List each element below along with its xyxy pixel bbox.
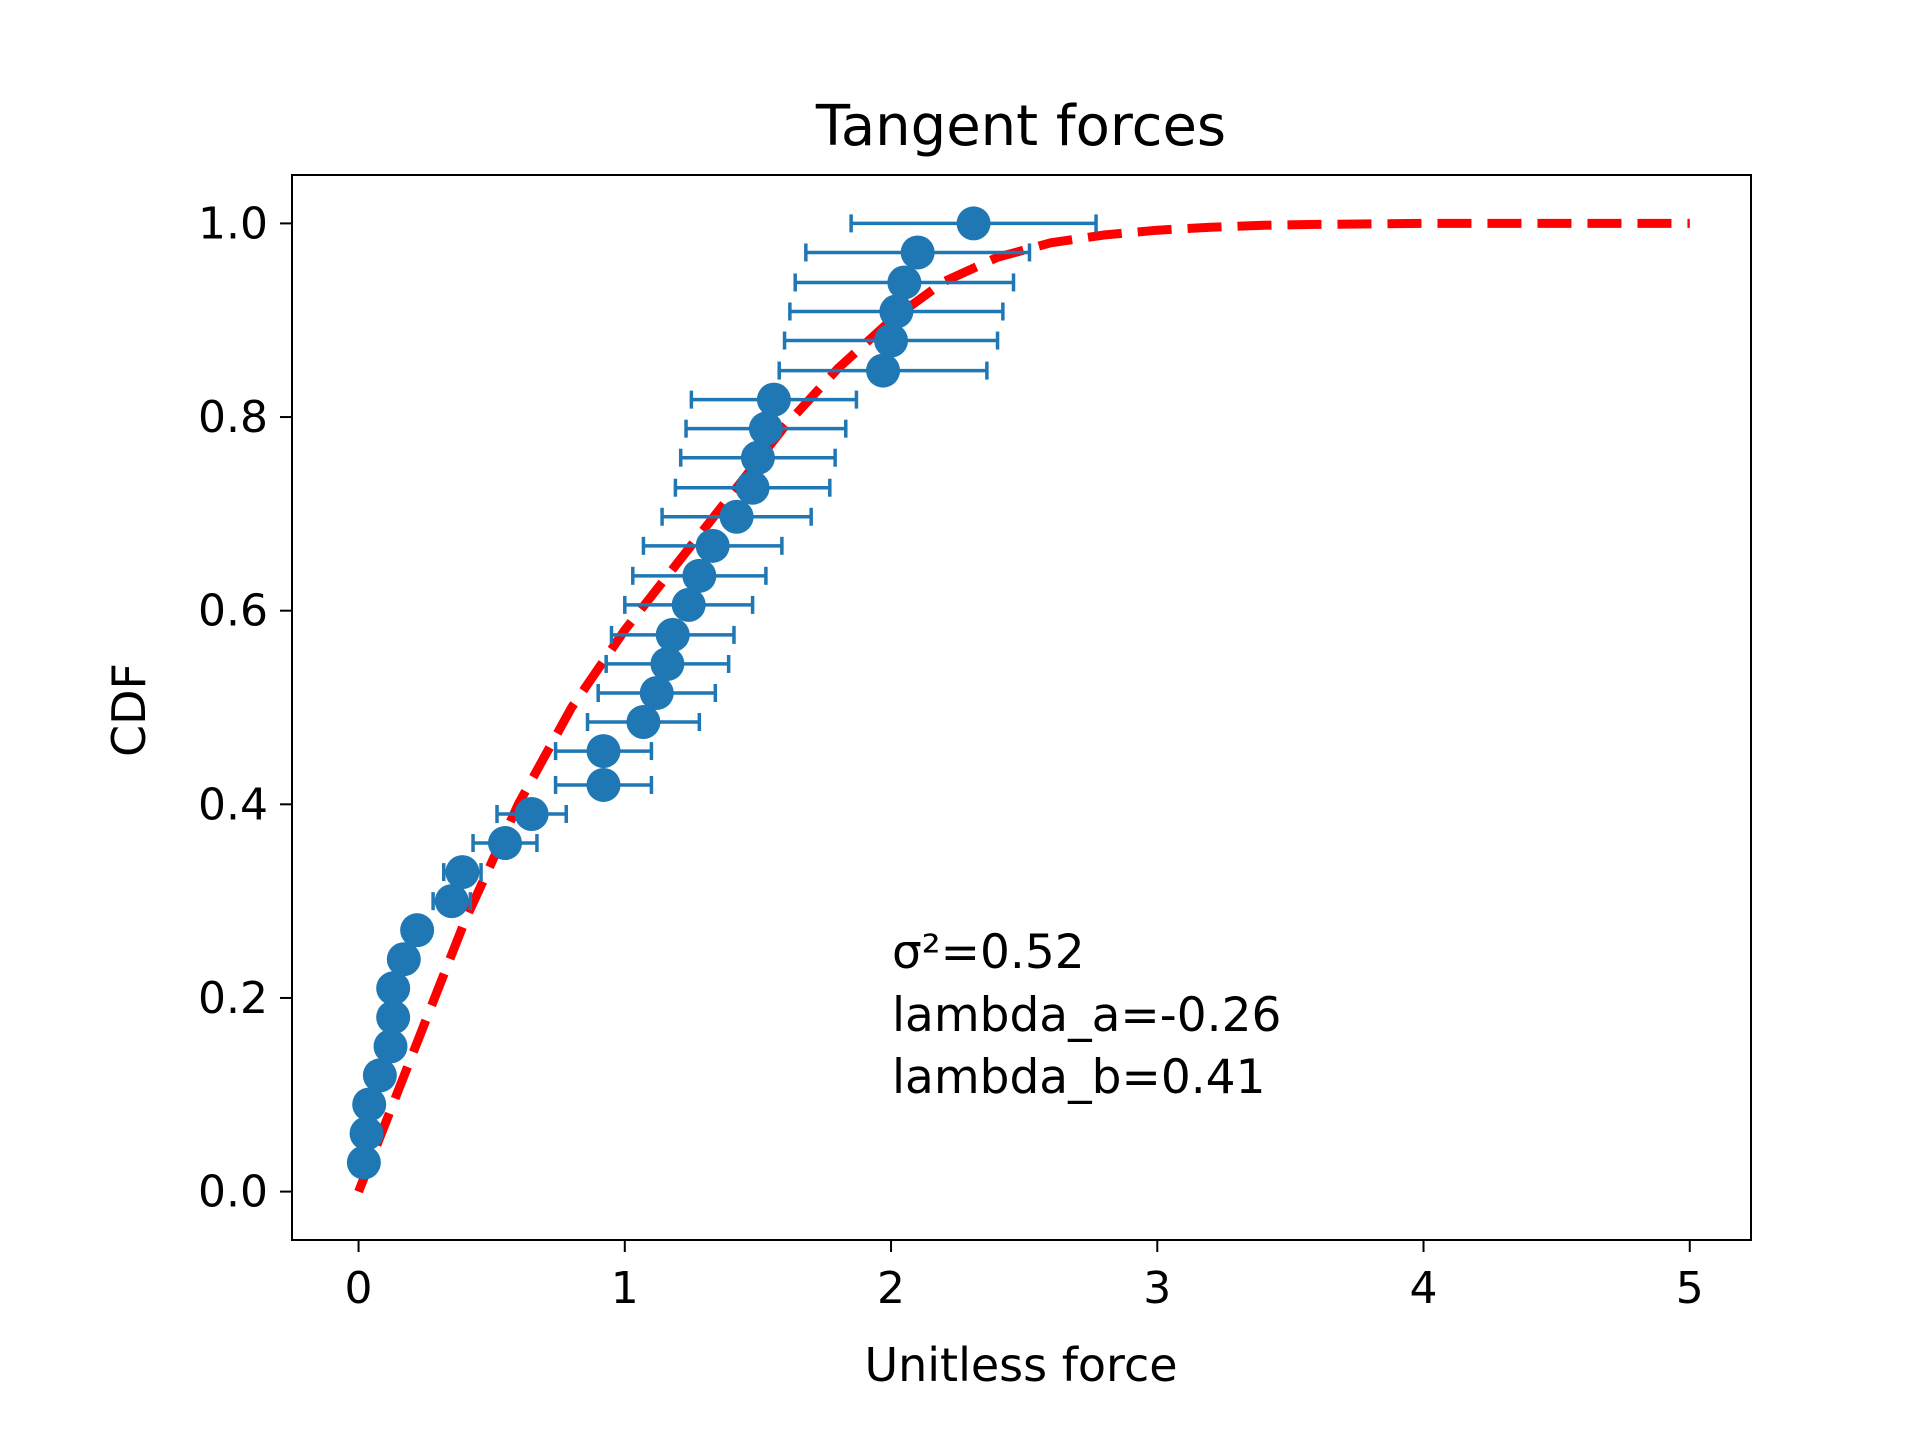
data-point xyxy=(487,826,522,861)
data-point xyxy=(639,675,674,710)
data-point xyxy=(586,734,621,769)
data-points-layer xyxy=(346,206,1098,1180)
data-point xyxy=(352,1087,387,1122)
y-axis-title: CDF xyxy=(102,663,156,757)
data-point xyxy=(735,470,770,505)
data-point xyxy=(445,855,480,890)
axes-frame xyxy=(291,174,1752,1241)
data-point xyxy=(682,558,717,593)
data-point xyxy=(586,767,621,802)
x-tick-label: 5 xyxy=(1676,1263,1704,1314)
data-point xyxy=(386,942,421,977)
annotation-lambda-a: lambda_a=-0.26 xyxy=(892,988,1281,1043)
y-tick-label: 0.0 xyxy=(198,1167,268,1218)
x-tick-label: 2 xyxy=(877,1263,905,1314)
plot-area xyxy=(291,174,1752,1241)
y-tick-label: 0.4 xyxy=(198,779,268,830)
data-point xyxy=(373,1029,408,1064)
data-point xyxy=(866,353,901,388)
x-axis-ticks: 0 1 2 3 4 5 xyxy=(345,1240,1704,1314)
y-tick-label: 1.0 xyxy=(198,198,268,249)
y-tick-label: 0.2 xyxy=(198,973,268,1024)
data-point xyxy=(695,528,730,563)
fit-curve-layer xyxy=(354,218,1690,1194)
data-point xyxy=(740,440,775,475)
y-tick-label: 0.8 xyxy=(198,392,268,443)
x-tick-label: 0 xyxy=(345,1263,373,1314)
x-axis-title: Unitless force xyxy=(864,1338,1177,1392)
data-point xyxy=(376,1000,411,1035)
x-tick-label: 1 xyxy=(611,1263,639,1314)
data-point xyxy=(434,884,469,919)
data-point xyxy=(748,411,783,446)
y-tick-label: 0.6 xyxy=(198,586,268,637)
data-point xyxy=(655,617,690,652)
annotation-sigma: σ²=0.52 xyxy=(892,925,1085,980)
x-tick-label: 4 xyxy=(1410,1263,1438,1314)
annotation-lambda-b: lambda_b=0.41 xyxy=(892,1050,1265,1105)
y-axis-ticks: 0.0 0.2 0.4 0.6 0.8 1.0 xyxy=(198,198,292,1218)
data-point xyxy=(671,587,706,622)
data-point xyxy=(514,797,549,831)
data-point xyxy=(362,1058,397,1093)
data-point xyxy=(376,971,411,1006)
data-point xyxy=(900,235,935,270)
fit-curve xyxy=(354,218,1690,1194)
data-point xyxy=(650,646,685,681)
fit-parameters-annotation: σ²=0.52 lambda_a=-0.26 lambda_b=0.41 xyxy=(892,925,1281,1105)
data-point xyxy=(346,1145,381,1180)
data-point xyxy=(349,1116,384,1151)
data-point xyxy=(879,294,914,329)
data-point xyxy=(400,913,435,948)
data-point xyxy=(874,323,909,358)
chart-title: Tangent forces xyxy=(815,94,1226,159)
data-point xyxy=(719,499,754,534)
data-point xyxy=(887,265,922,300)
data-point xyxy=(956,206,991,241)
data-point xyxy=(756,382,791,417)
data-point xyxy=(626,705,661,740)
x-tick-label: 3 xyxy=(1143,1263,1171,1314)
